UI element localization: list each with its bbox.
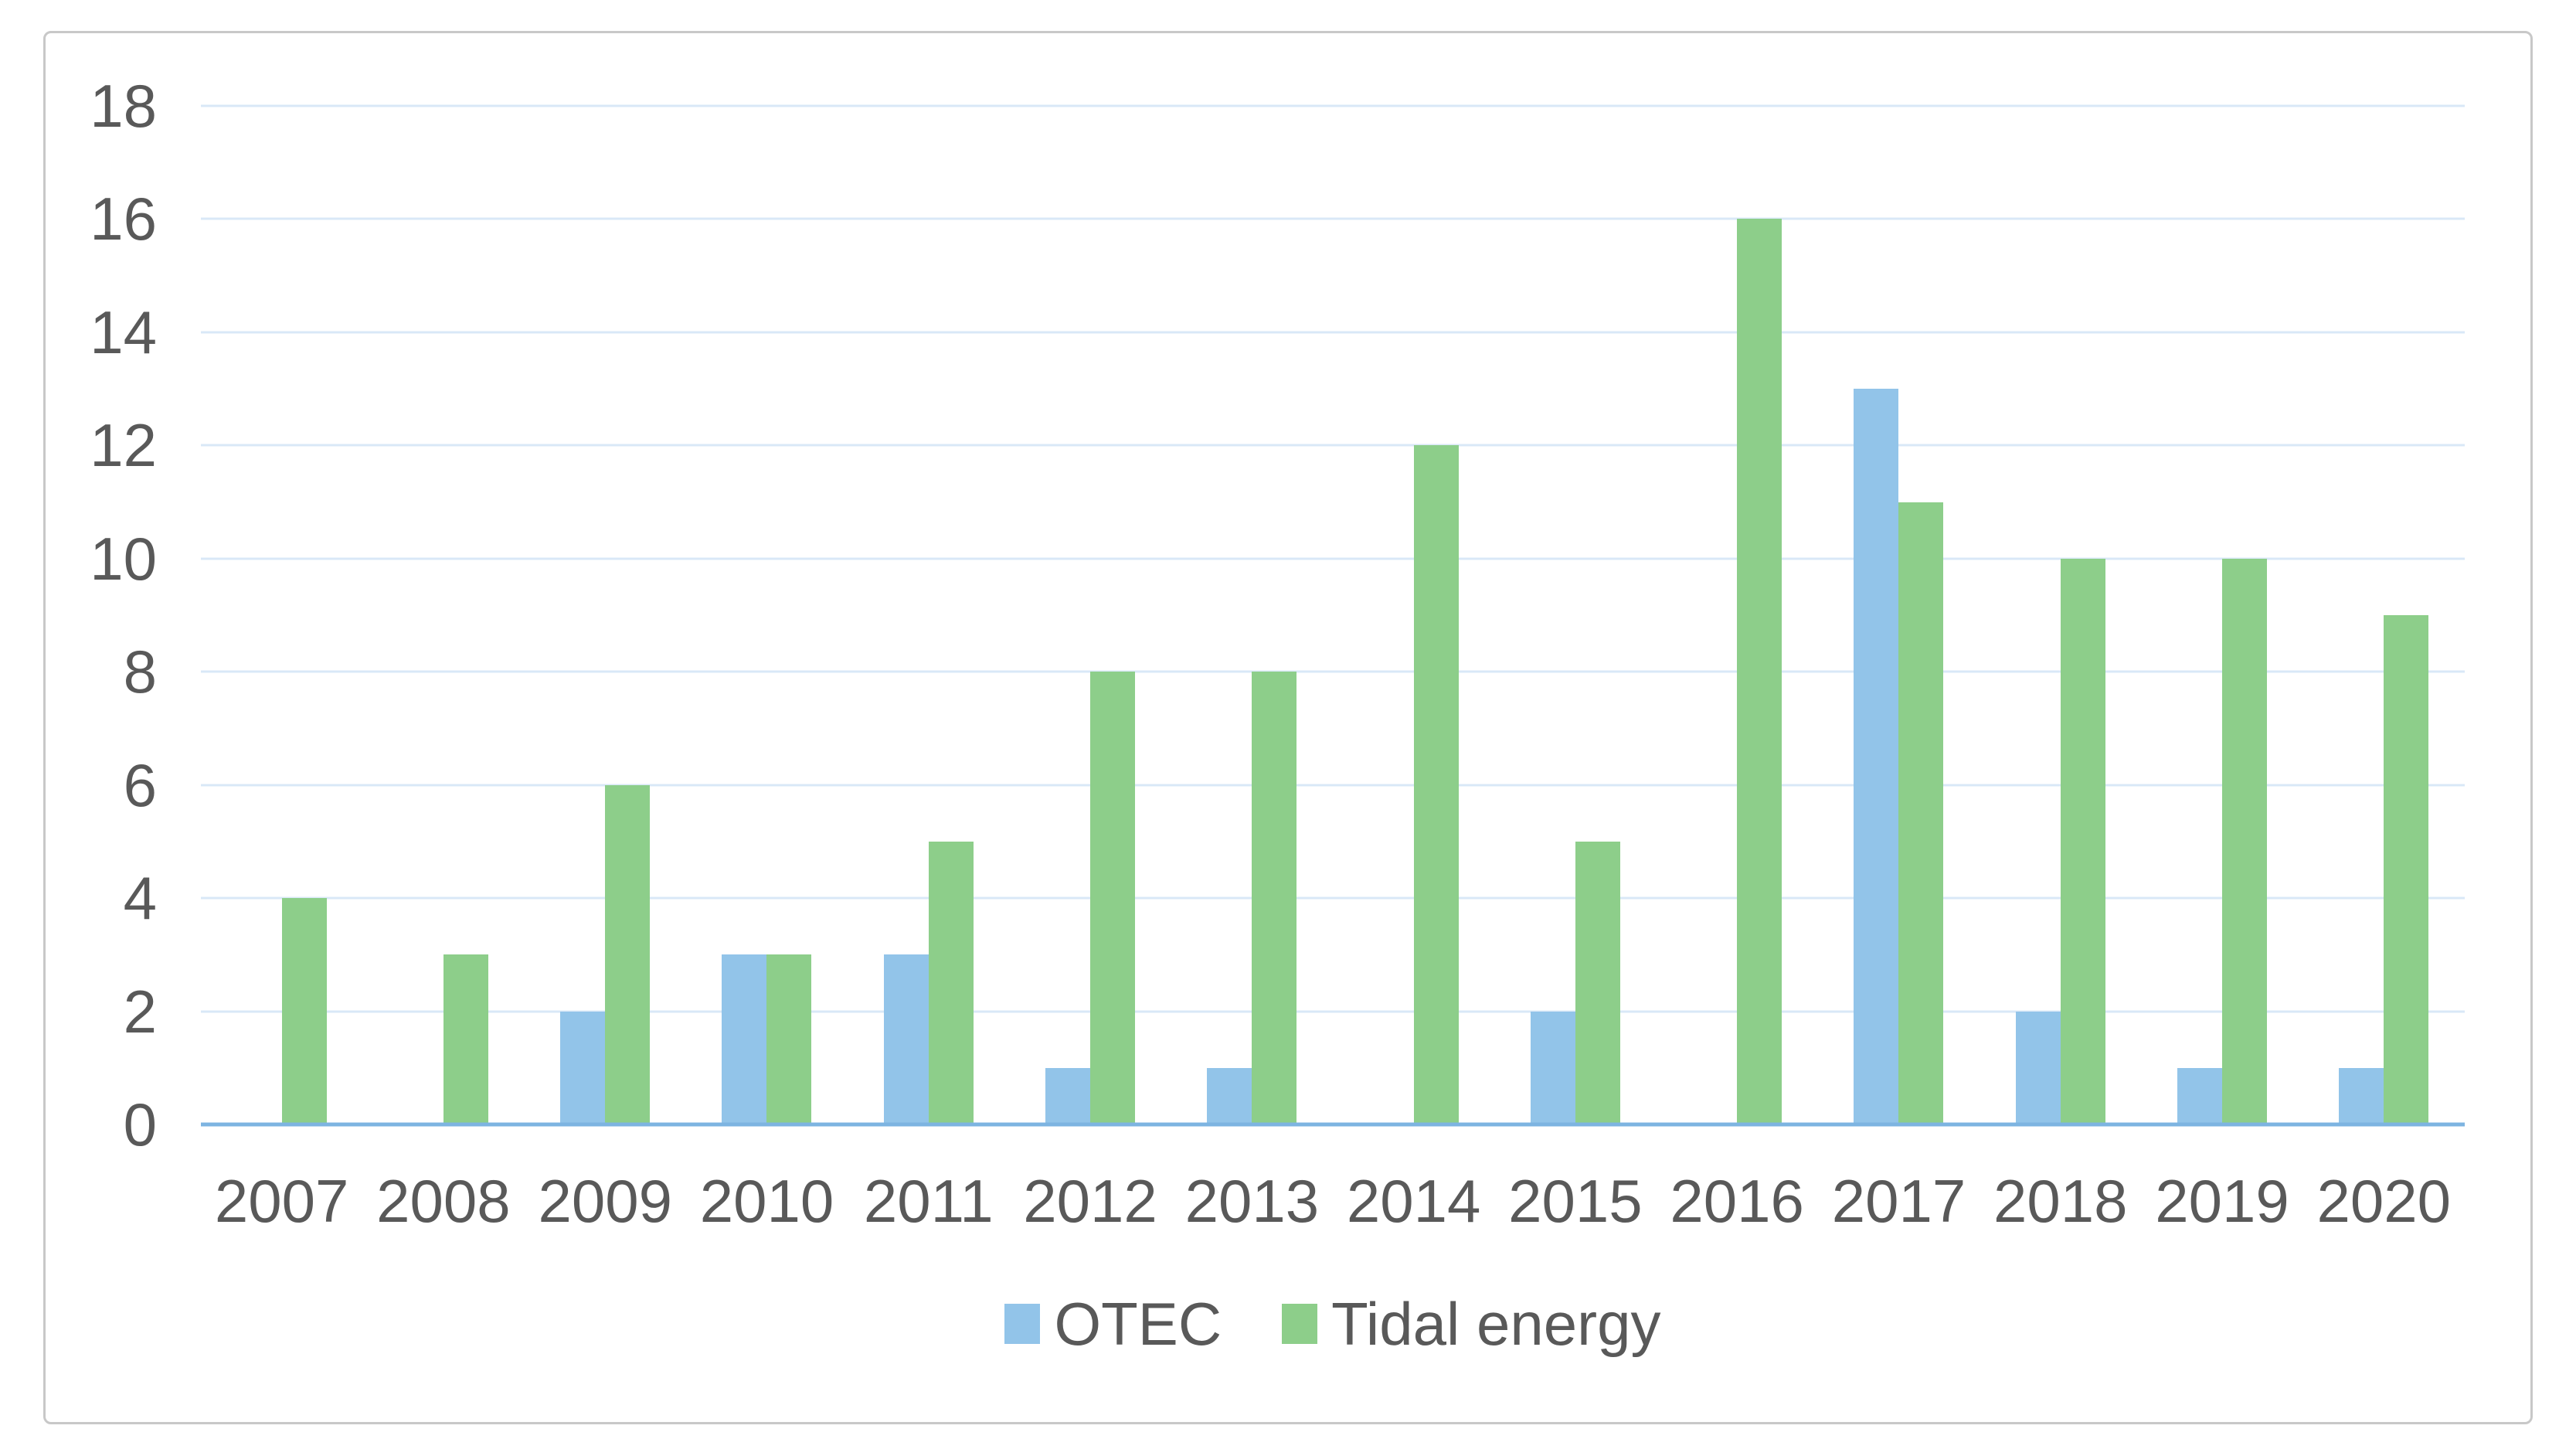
bar-group-2009 [525,106,686,1124]
legend: OTEC Tidal energy [201,1285,2465,1362]
y-axis-labels: 0 2 4 6 8 10 12 14 16 18 [46,76,161,1155]
gridline-10 [201,557,2465,560]
bar-group-2016 [1657,106,1818,1124]
x-tick-label-2015: 2015 [1508,1167,1643,1235]
x-tick-label-2018: 2018 [1993,1167,2128,1235]
x-tick-label-2010: 2010 [699,1167,834,1235]
bar-group-2013 [1171,106,1333,1124]
legend-marker-tidal-energy [1282,1304,1318,1344]
x-tick-label-2019: 2019 [2155,1167,2289,1235]
gridline-8 [201,670,2465,673]
x-tick-label-2013: 2013 [1184,1167,1320,1235]
plot-bars [201,106,2465,1124]
bar-tidal-energy-2016 [1737,219,1782,1124]
bar-tidal-energy-2018 [2060,558,2105,1124]
x-tick-label-2012: 2012 [1023,1167,1157,1235]
bar-otec-2013 [1207,1067,1252,1124]
y-tick-label-2: 2 [123,977,157,1046]
x-tick-label-2007: 2007 [214,1167,349,1235]
bar-tidal-energy-2015 [1575,841,1620,1124]
legend-item-otec: OTEC [1004,1294,1222,1354]
bar-group-2011 [848,106,1009,1124]
bar-otec-2015 [1530,1011,1575,1124]
gridline-16 [201,217,2465,220]
bar-group-2014 [1333,106,1494,1124]
x-tick-label-2020: 2020 [2316,1167,2452,1235]
legend-label-otec: OTEC [1054,1290,1222,1358]
bar-group-2019 [2141,106,2302,1124]
bar-tidal-energy-2009 [605,784,651,1124]
bar-tidal-energy-2014 [1413,445,1459,1124]
bar-tidal-energy-2010 [766,954,812,1124]
x-tick-label-2009: 2009 [538,1167,672,1235]
legend-item-tidal-energy: Tidal energy [1282,1290,1661,1358]
x-tick-label-2008: 2008 [376,1167,511,1235]
bar-otec-2012 [1045,1067,1091,1124]
y-tick-label-10: 10 [90,524,157,593]
chart-frame: 0 2 4 6 8 10 12 14 16 18 2007 2008 2009 2010 2011 2012… [43,31,2533,1424]
y-tick-label-12: 12 [90,411,157,480]
bar-tidal-energy-2020 [2384,615,2429,1124]
x-tick-label-2014: 2014 [1346,1167,1481,1235]
bar-otec-2020 [2339,1067,2384,1124]
gridline-4 [201,896,2465,900]
x-tick-label-2017: 2017 [1831,1167,1966,1235]
bar-tidal-energy-2013 [1252,672,1297,1124]
y-tick-label-8: 8 [123,638,157,706]
bar-tidal-energy-2017 [1898,502,1944,1124]
bar-tidal-energy-2012 [1090,672,1136,1124]
gridline-2 [201,1010,2465,1013]
bar-tidal-energy-2019 [2222,558,2268,1124]
bar-tidal-energy-2007 [281,898,327,1124]
bar-group-2010 [686,106,848,1124]
x-tick-label-2016: 2016 [1670,1167,1804,1235]
gridline-12 [201,444,2465,447]
bar-tidal-energy-2011 [928,841,974,1124]
bar-tidal-energy-2008 [443,954,488,1124]
bar-group-2007 [201,106,362,1124]
x-axis-labels: 2007 2008 2009 2010 2011 2012 2013 2014 2015 2016… [201,1164,2465,1238]
y-tick-label-6: 6 [123,750,157,819]
bar-otec-2011 [883,954,929,1124]
y-tick-label-0: 0 [123,1090,157,1158]
bar-otec-2018 [2015,1011,2061,1124]
legend-marker-otec [1004,1304,1041,1344]
bar-group-2017 [1818,106,1980,1124]
bar-group-2008 [362,106,524,1124]
bar-group-2018 [1980,106,2141,1124]
bar-otec-2019 [2177,1067,2223,1124]
y-tick-label-18: 18 [90,72,157,140]
legend-label-tidal-energy: Tidal energy [1331,1290,1661,1358]
plot-area [201,104,2465,1127]
bar-group-2012 [1009,106,1171,1124]
x-axis-line [201,1122,2465,1127]
bar-otec-2017 [1854,389,1899,1124]
bar-otec-2009 [560,1011,606,1124]
gridline-14 [201,331,2465,334]
y-tick-label-16: 16 [90,185,157,253]
y-tick-label-14: 14 [90,298,157,366]
gridline-18 [201,104,2465,107]
bar-otec-2010 [722,954,767,1124]
x-tick-label-2011: 2011 [863,1167,994,1235]
gridline-6 [201,784,2465,787]
bar-group-2020 [2303,106,2465,1124]
bar-group-2015 [1494,106,1656,1124]
y-tick-label-4: 4 [123,864,157,933]
